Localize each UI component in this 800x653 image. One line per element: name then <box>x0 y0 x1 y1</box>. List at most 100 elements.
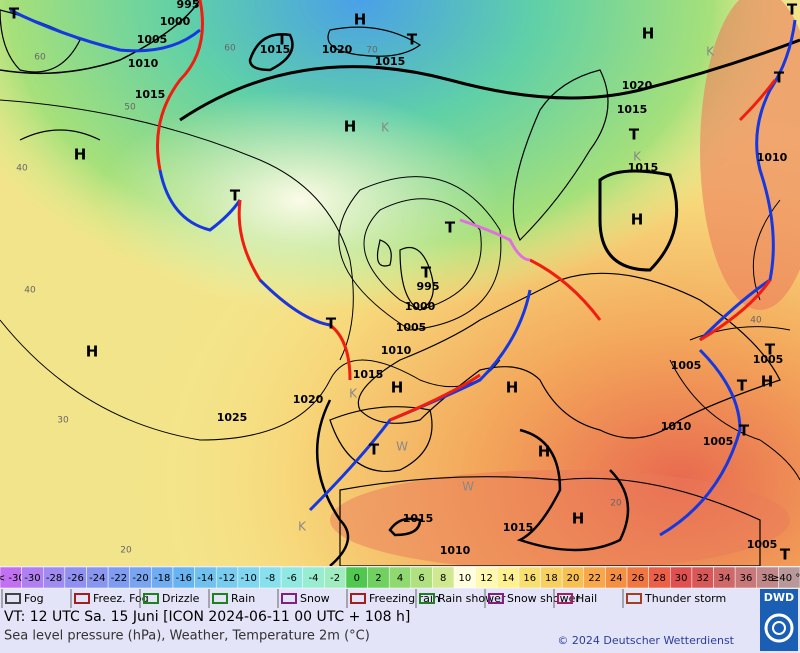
isobar-label: 1005 <box>753 353 784 366</box>
isobar-label: 1015 <box>135 88 166 101</box>
legend-symbol <box>5 593 21 604</box>
isobar-label: 1005 <box>137 33 168 46</box>
coastlines <box>0 9 781 567</box>
isobar-label: 1015 <box>403 512 434 525</box>
colorbar-label: -12 <box>219 573 235 584</box>
isobar-label: 1015 <box>628 161 659 174</box>
latitude-label: 60 <box>224 44 236 54</box>
isobar-label: 1000 <box>160 15 191 28</box>
map-labels: 995 1000 1005 1010 1015 1015 1020 1015 1020 1015 1… <box>9 0 798 564</box>
copyright: © 2024 Deutscher Wetterdienst <box>557 634 734 647</box>
legend-symbol <box>557 593 573 604</box>
high-center: H <box>761 373 774 391</box>
low-center: T <box>445 219 456 237</box>
low-center: T <box>787 1 798 19</box>
isobars <box>0 0 800 567</box>
isobar-label: 995 <box>177 0 200 11</box>
colorbar-label: ≥40 °C <box>771 573 800 584</box>
high-center: H <box>391 379 404 397</box>
temperature-colorbar: < -30 -30 -28 -26 -24 -22 -20 -18 -16 -14 -12 -10 -8… <box>0 566 800 589</box>
latitude-label: 40 <box>750 316 762 326</box>
isobar-label: 1020 <box>322 43 353 56</box>
colorbar-label: 16 <box>523 573 536 584</box>
colorbar-label: 38 <box>761 573 774 584</box>
colorbar-label: 36 <box>740 573 753 584</box>
latitude-label: 70 <box>366 46 378 56</box>
colorbar-label: -18 <box>154 573 170 584</box>
colorbar-label: 2 <box>375 573 381 584</box>
low-center: T <box>739 422 750 440</box>
isobar-label: 1010 <box>128 57 159 70</box>
colorbar-label: 0 <box>354 573 360 584</box>
isobar-label: 1020 <box>622 79 653 92</box>
colorbar-label: -10 <box>240 573 256 584</box>
colorbar-label: 28 <box>653 573 666 584</box>
low-center: T <box>780 546 791 564</box>
low-center: T <box>277 31 288 49</box>
high-center: H <box>354 11 367 29</box>
low-center: T <box>765 341 776 359</box>
colorbar-label: -28 <box>46 573 62 584</box>
colorbar-label: -22 <box>111 573 127 584</box>
colorbar-label: -26 <box>68 573 84 584</box>
colorbar-label: < -30 <box>0 573 25 584</box>
isobar-label: 1005 <box>396 321 427 334</box>
colorbar-label: 8 <box>440 573 446 584</box>
colorbar-label: 18 <box>545 573 558 584</box>
legend-symbol <box>626 593 642 604</box>
isobar-label: 1025 <box>217 411 248 424</box>
latitude-label: 40 <box>24 286 36 296</box>
colorbar-label: 4 <box>397 573 403 584</box>
legend-symbol <box>419 593 435 604</box>
latitude-label: 20 <box>120 546 132 556</box>
legend-symbol <box>212 593 228 604</box>
low-center: T <box>407 31 418 49</box>
high-center: H <box>74 146 87 164</box>
minor-label: K <box>633 150 642 164</box>
isobar-label: 995 <box>417 280 440 293</box>
hot-field <box>330 470 790 570</box>
legend-label: Fog <box>24 592 44 605</box>
high-center: H <box>344 118 357 136</box>
legend-label: Freezing rain <box>369 592 440 605</box>
high-center: H <box>642 25 655 43</box>
latitude-label: 40 <box>16 164 28 174</box>
isobar-label: 1010 <box>440 544 471 557</box>
isobar-label: 1005 <box>671 359 702 372</box>
colorbar-label: -16 <box>176 573 192 584</box>
logo-text: DWD <box>764 591 794 604</box>
low-center: T <box>774 69 785 87</box>
isobar-label: 1015 <box>260 43 291 56</box>
weather-legend: Fog Freez. Fog Drizzle Rain Snow Freezing rai… <box>1 589 726 608</box>
legend-symbol <box>488 593 504 604</box>
legend-label: Freez. Fog <box>93 592 149 605</box>
isobar-label: 1015 <box>353 368 384 381</box>
minor-label: W <box>396 440 408 454</box>
colorbar-label: 14 <box>502 573 515 584</box>
logo-swirl <box>772 621 786 635</box>
colorbar-label: -30 <box>24 573 40 584</box>
latitude-label: 50 <box>124 103 136 113</box>
colorbar-label: -4 <box>309 573 319 584</box>
isobar-label: 1015 <box>503 521 534 534</box>
isobar-label: 1005 <box>747 538 778 551</box>
low-center: T <box>369 441 380 459</box>
legend-label: Rain <box>231 592 255 605</box>
legend-label: Snow shower <box>507 592 580 605</box>
colorbar-label: 22 <box>588 573 601 584</box>
colorbar-label: 26 <box>631 573 644 584</box>
latitude-label: 30 <box>57 416 69 426</box>
isobar-label: 1015 <box>617 103 648 116</box>
description: Sea level pressure (hPa), Weather, Tempe… <box>4 629 370 644</box>
low-center: T <box>326 315 337 333</box>
colorbar-label: -8 <box>265 573 275 584</box>
low-center: T <box>629 126 640 144</box>
low-center: T <box>737 377 748 395</box>
fronts <box>9 0 797 537</box>
isobar-label: 1000 <box>405 300 436 313</box>
isobar-label: 1010 <box>381 344 412 357</box>
colorbar-label: -14 <box>197 573 213 584</box>
colorbar-label: 30 <box>675 573 688 584</box>
